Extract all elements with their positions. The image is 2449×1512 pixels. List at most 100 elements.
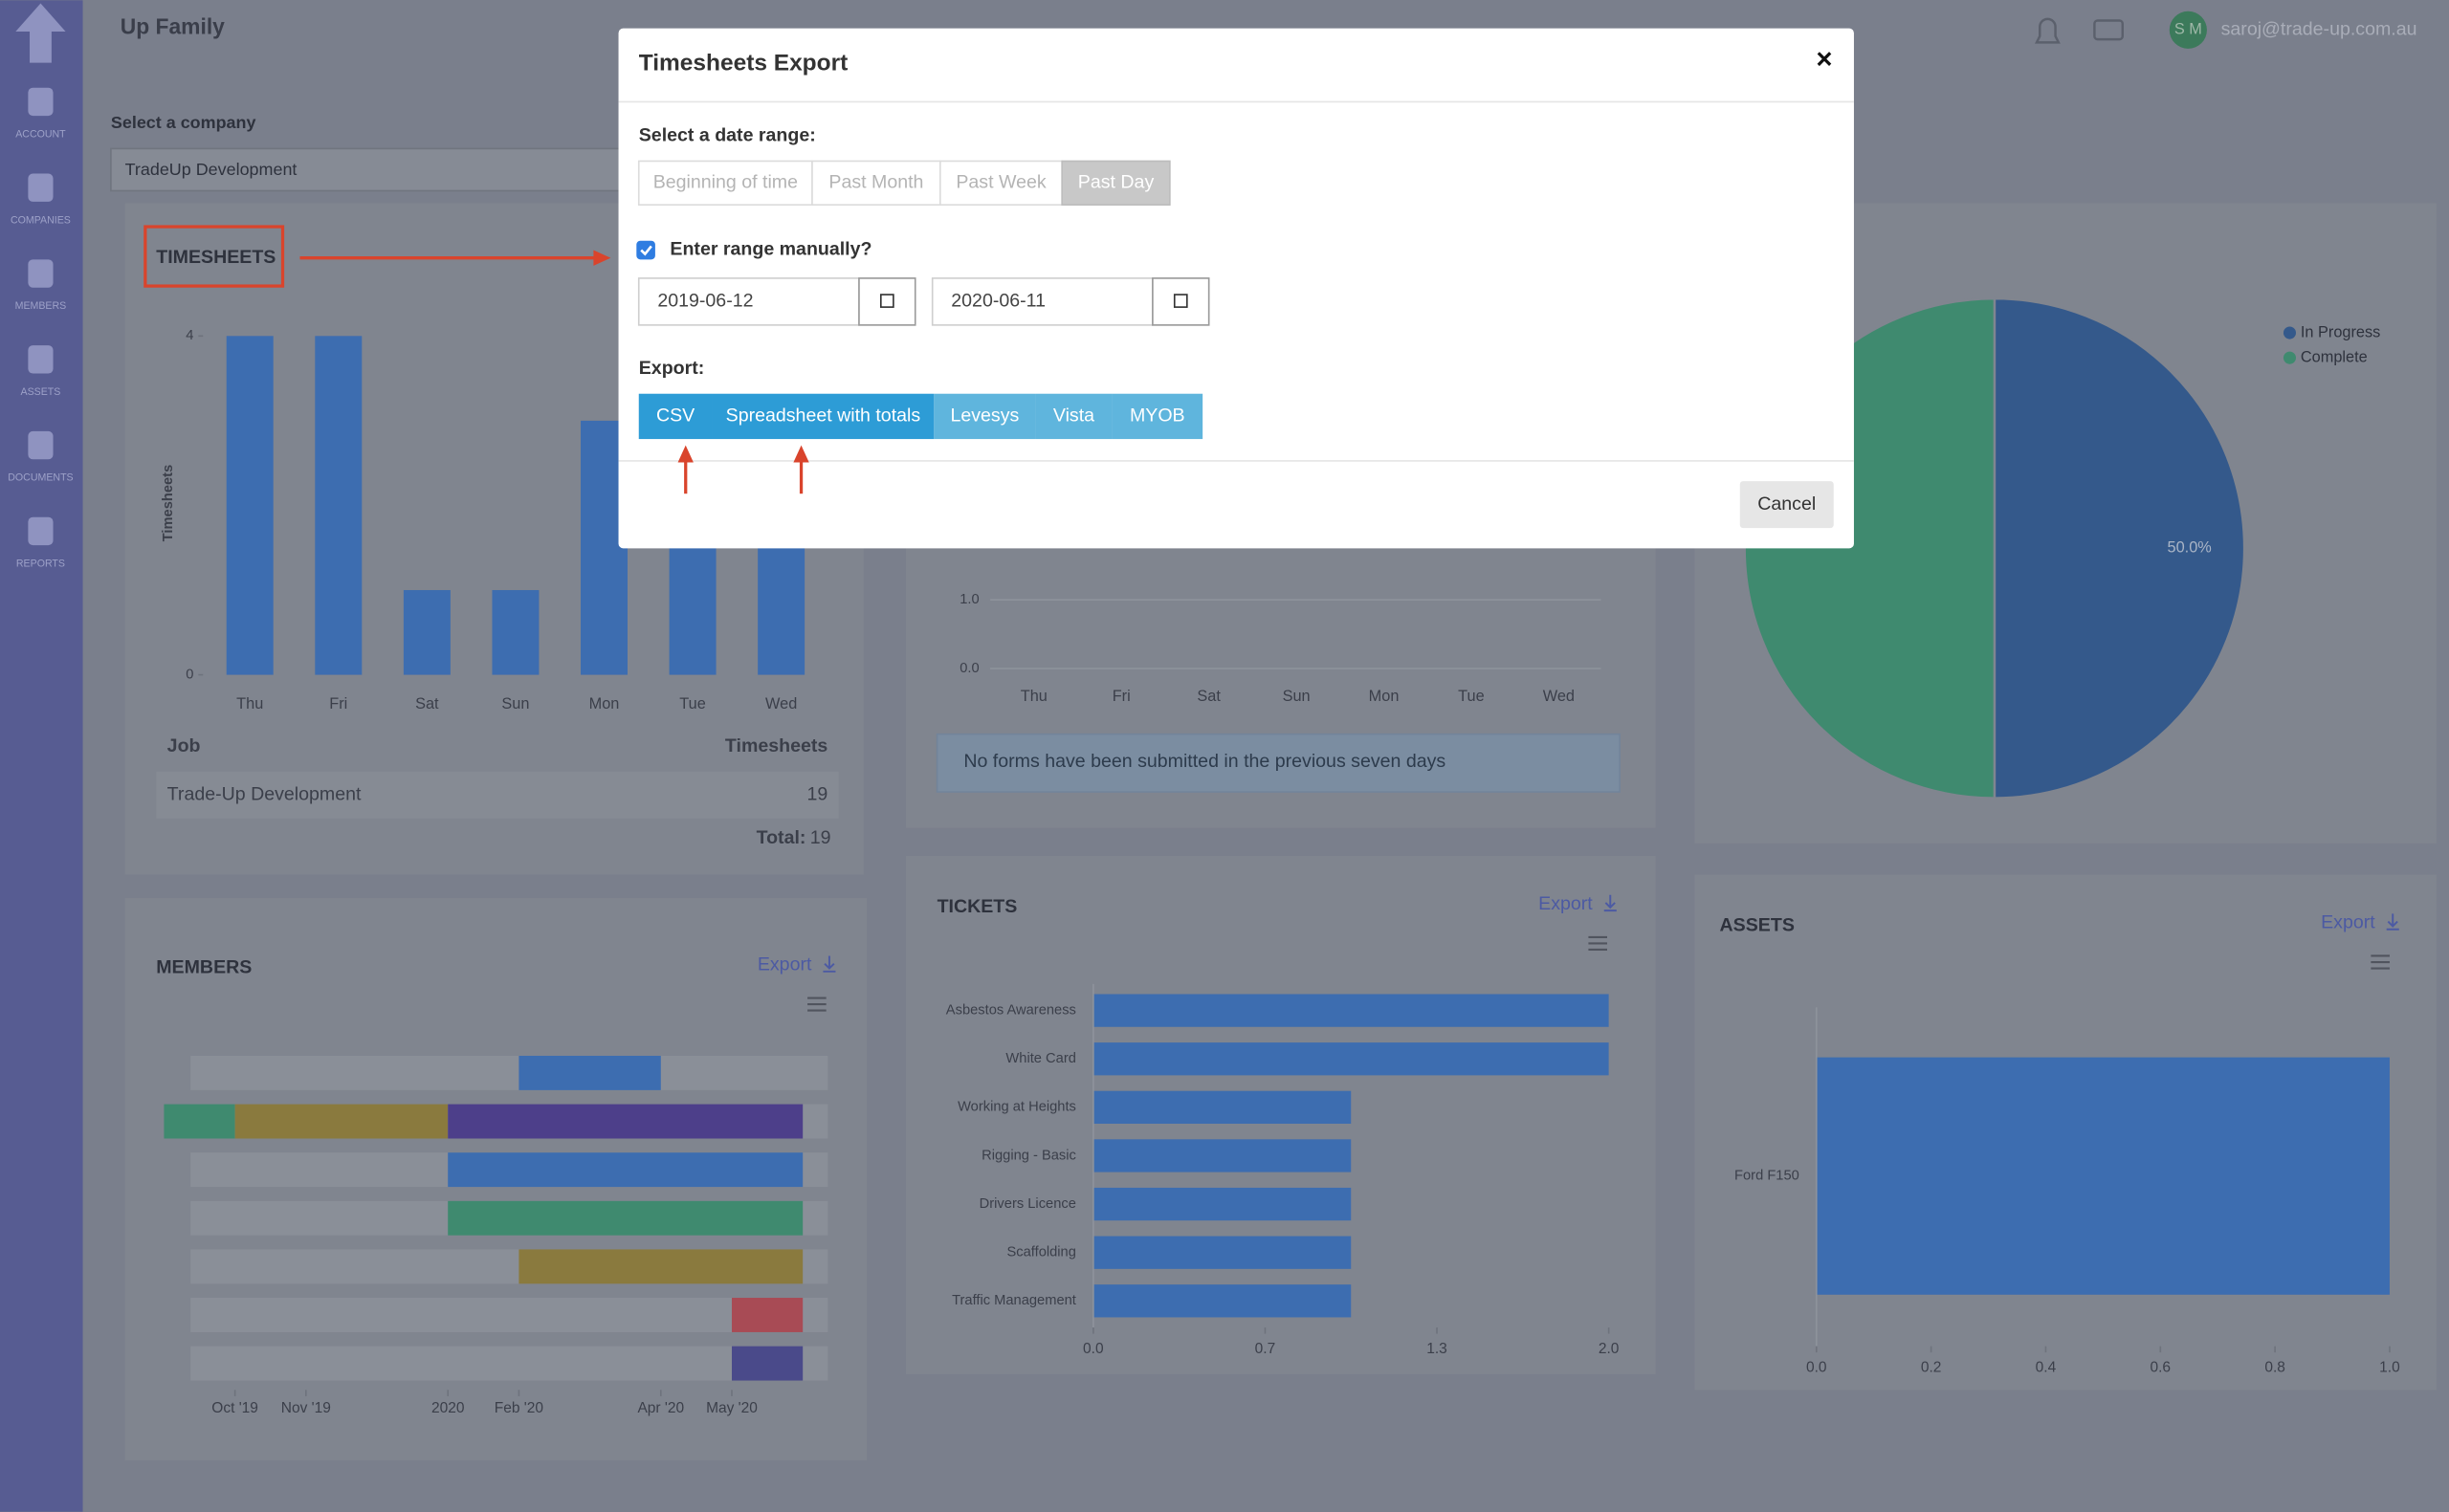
checkbox-label[interactable]: Enter range manually? bbox=[670, 239, 871, 260]
gantt-bar bbox=[448, 1200, 804, 1236]
bar bbox=[1092, 994, 1609, 1027]
sidebar-label[interactable]: ACCOUNT bbox=[15, 129, 66, 141]
menu-icon[interactable] bbox=[807, 997, 827, 1012]
bar bbox=[226, 336, 274, 675]
sidebar-label[interactable]: DOCUMENTS bbox=[8, 472, 73, 484]
avatar[interactable] bbox=[2169, 11, 2207, 49]
x-tick-label: 0.0 bbox=[1083, 1341, 1104, 1357]
x-tick-label: 2.0 bbox=[1599, 1341, 1620, 1357]
export-button-label: CSV bbox=[656, 405, 695, 427]
sidebar-logo bbox=[15, 3, 66, 63]
row-band bbox=[190, 1055, 828, 1090]
gantt-bar bbox=[234, 1104, 449, 1139]
sidebar-label[interactable]: MEMBERS bbox=[15, 300, 67, 312]
message: No forms have been submitted in the prev… bbox=[963, 751, 1445, 772]
y-tick-label: Ford F150 bbox=[1734, 1169, 1799, 1184]
x-tick-label: Fri bbox=[329, 695, 347, 712]
x-tick-label: Tue bbox=[1458, 688, 1485, 705]
sidebar-icon[interactable] bbox=[28, 430, 54, 460]
export-link[interactable]: Export bbox=[2321, 911, 2375, 932]
download-icon[interactable] bbox=[823, 955, 836, 973]
export-link[interactable]: Export bbox=[758, 953, 812, 975]
company-select[interactable] bbox=[110, 147, 628, 192]
sidebar-label[interactable]: COMPANIES bbox=[11, 214, 71, 226]
x-tick-label: Mon bbox=[589, 695, 620, 712]
gantt-bar bbox=[448, 1152, 804, 1188]
export-button[interactable] bbox=[638, 393, 713, 440]
sidebar-label[interactable]: ASSETS bbox=[21, 386, 61, 398]
x-tick-label: Sat bbox=[415, 695, 439, 712]
total-label: Total: bbox=[757, 827, 806, 848]
x-tick-label: Thu bbox=[1021, 688, 1048, 705]
range-button[interactable] bbox=[811, 160, 941, 206]
range-button[interactable] bbox=[637, 160, 813, 206]
export-button[interactable] bbox=[1035, 393, 1113, 440]
y-tick-label: 0.0 bbox=[960, 661, 979, 676]
field-label: Export: bbox=[639, 358, 705, 379]
gantt-bar bbox=[448, 1104, 804, 1139]
range-button[interactable] bbox=[939, 160, 1064, 206]
date-input[interactable] bbox=[637, 277, 860, 326]
bar bbox=[1092, 1090, 1352, 1124]
x-tick-label: May '20 bbox=[706, 1400, 758, 1416]
gantt-bar bbox=[518, 1055, 661, 1090]
slice-label: 50.0% bbox=[2168, 539, 2212, 557]
legend-label[interactable]: Complete bbox=[2301, 348, 2368, 365]
x-tick-label: Sun bbox=[1283, 688, 1311, 705]
calendar-icon bbox=[880, 294, 894, 308]
x-tick-label: Sun bbox=[501, 695, 529, 712]
gantt-bar bbox=[164, 1104, 235, 1139]
bell-icon[interactable] bbox=[2034, 17, 2061, 44]
range-button[interactable] bbox=[1061, 160, 1171, 206]
user-email[interactable]: saroj@trade-up.com.au bbox=[2221, 18, 2417, 39]
sidebar-icon[interactable] bbox=[28, 173, 54, 202]
x-tick-label: 0.6 bbox=[2151, 1360, 2172, 1376]
panel-title: ASSETS bbox=[1720, 915, 1795, 936]
export-link[interactable]: Export bbox=[1538, 893, 1593, 914]
sidebar-icon[interactable] bbox=[28, 259, 54, 288]
x-tick-label: Feb '20 bbox=[495, 1400, 544, 1416]
close-button[interactable]: × bbox=[1816, 44, 1832, 76]
y-tick-label: Rigging - Basic bbox=[982, 1148, 1076, 1163]
x-tick-label: Sat bbox=[1197, 688, 1221, 705]
checkbox[interactable] bbox=[636, 240, 655, 260]
export-button[interactable] bbox=[934, 393, 1036, 440]
x-tick-label: Thu bbox=[236, 695, 263, 712]
cancel-button[interactable] bbox=[1739, 481, 1834, 529]
select-value: TradeUp Development bbox=[125, 160, 298, 179]
download-icon[interactable] bbox=[1603, 894, 1617, 912]
total-value: 19 bbox=[810, 827, 831, 848]
menu-icon[interactable] bbox=[1588, 935, 1607, 952]
table-cell: Trade-Up Development bbox=[167, 783, 362, 804]
export-button[interactable] bbox=[712, 393, 935, 440]
download-icon[interactable] bbox=[2386, 913, 2399, 931]
message-box bbox=[936, 733, 1621, 793]
sidebar-icon[interactable] bbox=[28, 516, 54, 546]
calendar-button[interactable] bbox=[1152, 277, 1210, 326]
select-label: Select a company bbox=[111, 113, 256, 132]
legend-label[interactable]: In Progress bbox=[2301, 323, 2380, 340]
calendar-button[interactable] bbox=[858, 277, 916, 326]
legend-swatch[interactable] bbox=[2283, 326, 2296, 340]
x-tick-label: Wed bbox=[1543, 688, 1575, 705]
panel-title: MEMBERS bbox=[156, 957, 252, 978]
pie-slice bbox=[1993, 296, 2246, 800]
sidebar-label[interactable]: REPORTS bbox=[16, 558, 65, 569]
export-button-label: Levesys bbox=[950, 405, 1019, 427]
export-button[interactable] bbox=[1112, 393, 1203, 440]
panel-title: TICKETS bbox=[938, 896, 1018, 917]
sidebar-icon[interactable] bbox=[28, 87, 54, 117]
avatar-initials: S M bbox=[2174, 21, 2202, 38]
annotation-arrowhead bbox=[793, 445, 809, 463]
table-header: Timesheets bbox=[725, 735, 827, 756]
range-button-label: Past Month bbox=[828, 171, 923, 192]
chat-icon[interactable] bbox=[2093, 19, 2124, 41]
x-tick-label: 0.2 bbox=[1921, 1360, 1942, 1376]
sidebar-icon[interactable] bbox=[28, 345, 54, 374]
bar bbox=[1816, 1057, 2390, 1295]
menu-icon[interactable] bbox=[2371, 954, 2390, 970]
legend-swatch[interactable] bbox=[2283, 351, 2296, 364]
modal-title: Timesheets Export bbox=[639, 51, 848, 77]
